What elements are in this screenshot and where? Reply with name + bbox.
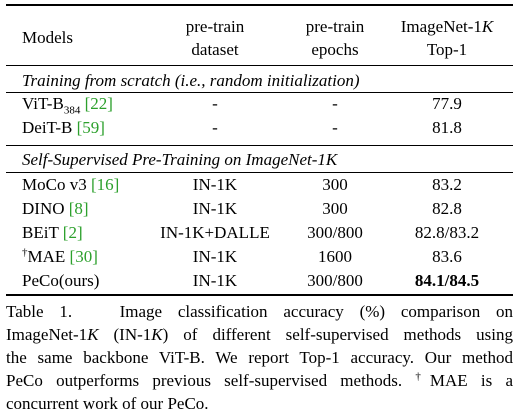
caption-text: K xyxy=(151,325,163,344)
section-title: Self-Supervised Pre-Training on ImageNet… xyxy=(22,150,338,169)
citation: [30] xyxy=(69,247,98,266)
section-sep-rule xyxy=(6,145,513,146)
model-cell: DeiT-B [59] xyxy=(22,118,105,138)
caption-text: concurrent work of our PeCo. xyxy=(6,394,209,413)
header-top1: Top-1 xyxy=(426,40,468,59)
epochs-cell: - xyxy=(332,118,338,137)
header-top1: ImageNet-1K xyxy=(401,17,494,37)
model-name: ViT-B xyxy=(22,94,64,113)
citation: [8] xyxy=(68,199,89,218)
caption-text: K xyxy=(87,325,99,344)
caption-line: Table 1. Image classification accuracy (… xyxy=(6,301,513,323)
dataset-cell: IN-1K xyxy=(192,271,238,290)
epochs-cell: 300/800 xyxy=(307,271,363,290)
caption-text: MAE is a xyxy=(429,371,513,390)
citation: [22] xyxy=(84,94,113,113)
top1-cell: 77.9 xyxy=(432,94,462,113)
citation: [59] xyxy=(76,118,105,137)
top-rule xyxy=(6,4,513,6)
header-top1-text: ImageNet-1 xyxy=(400,17,482,36)
model-cell: MoCo v3 [16] xyxy=(22,175,119,195)
section-title: Training from scratch (i.e., random init… xyxy=(22,71,360,90)
model-cell: BEiT [2] xyxy=(22,223,83,243)
dataset-cell: IN-1K+DALLE xyxy=(160,223,270,242)
model-name: PeCo(ours) xyxy=(22,271,100,290)
model-cell: DINO [8] xyxy=(22,199,89,219)
top1-cell: 82.8/83.2 xyxy=(414,223,480,242)
header-models: Models xyxy=(22,28,73,47)
model-cell: ViT-B384 [22] xyxy=(22,94,113,117)
caption-line: PeCo outperforms previous self-supervise… xyxy=(6,370,513,392)
caption-text: (IN-1 xyxy=(98,325,152,344)
dataset-cell: IN-1K xyxy=(192,199,238,218)
header-dataset: pre-train xyxy=(185,17,245,36)
model-sub: 384 xyxy=(63,104,81,117)
model-name: MAE xyxy=(27,247,66,266)
caption-line: the same backbone ViT-B. We report Top-1… xyxy=(6,347,513,369)
section-rule xyxy=(6,172,513,173)
epochs-cell: 300/800 xyxy=(307,223,363,242)
header-dataset: dataset xyxy=(191,40,239,59)
caption-text: Table 1. xyxy=(6,302,73,321)
model-name: DeiT-B xyxy=(22,118,73,137)
model-name: DINO xyxy=(22,199,65,218)
caption-line: concurrent work of our PeCo. xyxy=(6,393,513,415)
model-cell: †MAE [30] xyxy=(22,247,98,267)
dataset-cell: - xyxy=(212,118,218,137)
caption-text: PeCo outperforms previous self-supervise… xyxy=(6,371,416,390)
model-cell: PeCo(ours) xyxy=(22,271,99,291)
epochs-cell: 1600 xyxy=(318,247,352,266)
caption-text: ImageNet-1 xyxy=(6,325,88,344)
epochs-cell: - xyxy=(332,94,338,113)
mid-rule xyxy=(6,65,513,66)
caption-text: Image classification accuracy (%) compar… xyxy=(119,302,514,321)
section-rule xyxy=(6,92,513,93)
caption-line: ImageNet-1K (IN-1K) of different self-su… xyxy=(6,324,513,346)
caption-text: ) of different self-supervised methods u… xyxy=(162,325,513,344)
caption-text: † xyxy=(415,370,430,383)
dataset-cell: - xyxy=(212,94,218,113)
dataset-cell: IN-1K xyxy=(192,175,238,194)
bottom-rule xyxy=(6,294,513,296)
model-sup: † xyxy=(22,246,28,259)
header-epochs: epochs xyxy=(311,40,359,59)
model-name: MoCo v3 xyxy=(22,175,87,194)
epochs-cell: 300 xyxy=(322,199,348,218)
header-epochs: pre-train xyxy=(305,17,365,36)
model-name: BEiT xyxy=(22,223,59,242)
caption-text: the same backbone ViT-B. We report Top-1… xyxy=(6,348,513,367)
top1-cell: 81.8 xyxy=(432,118,462,137)
top1-cell: 84.1/84.5 xyxy=(414,271,480,290)
epochs-cell: 300 xyxy=(322,175,348,194)
citation: [2] xyxy=(62,223,83,242)
header-top1-k: K xyxy=(481,17,494,36)
dataset-cell: IN-1K xyxy=(192,247,238,266)
top1-cell: 83.2 xyxy=(432,175,462,194)
top1-cell: 83.6 xyxy=(432,247,462,266)
citation: [16] xyxy=(90,175,120,194)
top1-cell: 82.8 xyxy=(432,199,462,218)
